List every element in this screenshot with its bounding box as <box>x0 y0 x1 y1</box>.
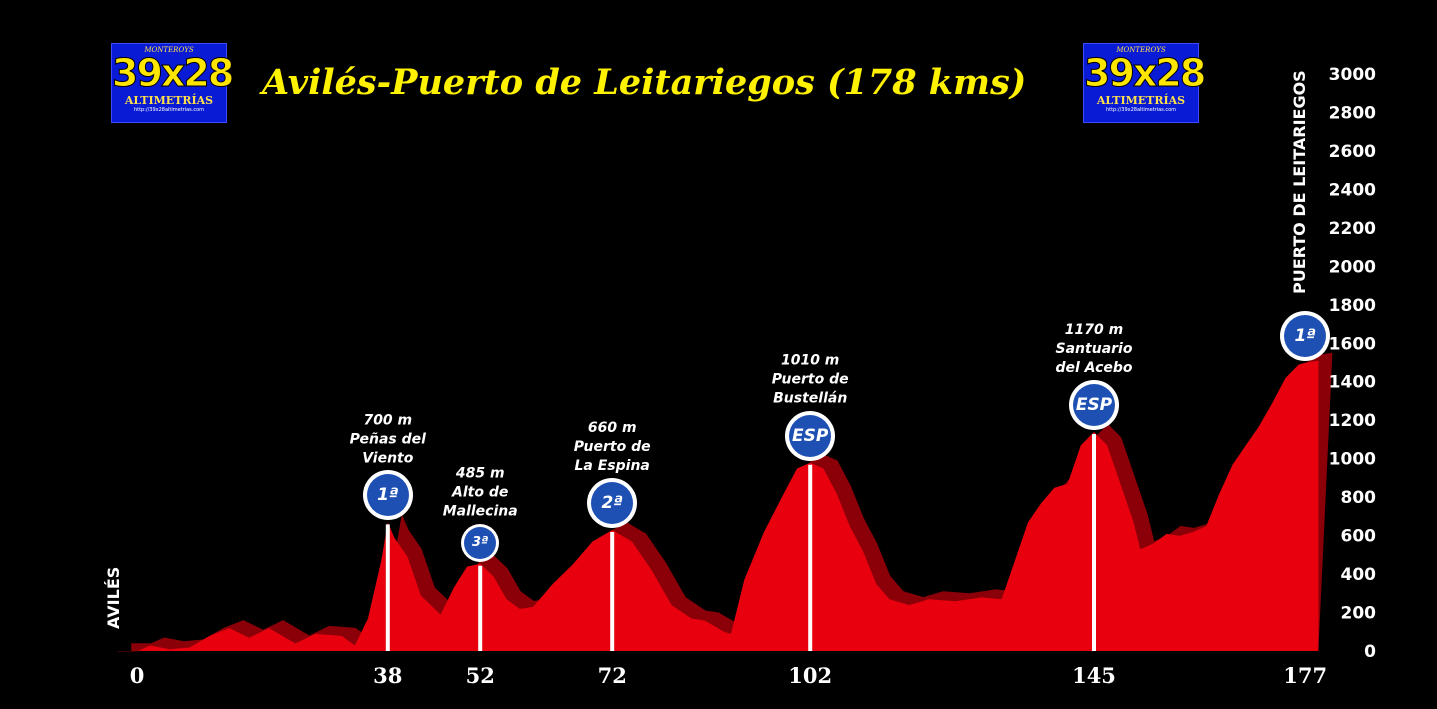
logo-url-text: http://39x28altimetrias.com <box>1105 107 1177 113</box>
y-tick-label: 2200 <box>1329 219 1376 239</box>
climb-category-icon: 2ª <box>587 478 638 529</box>
y-tick-label: 1600 <box>1329 334 1376 354</box>
climb-category-text: ESP <box>1073 383 1115 426</box>
logo-left: MONTEROYS 39x28 ALTIMETRÍAS http://39x28… <box>111 43 235 123</box>
end-label: PUERTO DE LEITARIEGOS <box>1290 70 1309 294</box>
x-tick-label: 177 <box>1283 663 1327 688</box>
climb-category-icon: 1ª <box>362 470 413 521</box>
climb-category-icon: ESP <box>1069 379 1119 430</box>
climb-label: 660 m <box>588 420 637 436</box>
y-tick-label: 1400 <box>1329 373 1376 393</box>
chart-title: Avilés-Puerto de Leitariegos (178 kms) <box>262 62 1027 103</box>
y-tick-label: 1000 <box>1329 450 1376 470</box>
y-tick-label: 800 <box>1341 488 1377 508</box>
y-tick-label: 200 <box>1341 604 1377 624</box>
climb-label: Alto de <box>451 485 508 501</box>
climb-category-text: 1ª <box>1284 314 1327 357</box>
x-tick-label: 0 <box>130 663 145 688</box>
climb-label: Puerto de <box>772 372 849 388</box>
y-tick-label: 2000 <box>1329 257 1376 277</box>
climb-label: 485 m <box>455 466 505 482</box>
climb-label: 1010 m <box>781 353 839 369</box>
y-tick-label: 400 <box>1341 565 1377 585</box>
climb-label: Puerto de <box>574 439 651 455</box>
y-tick-label: 1800 <box>1329 296 1376 316</box>
y-tick-label: 2800 <box>1329 103 1376 123</box>
climb-category-text: 2ª <box>591 482 634 525</box>
climb-label: Viento <box>362 450 414 466</box>
y-tick-label: 3000 <box>1329 65 1376 85</box>
x-tick-label: 38 <box>373 663 402 688</box>
start-label: AVILÉS <box>104 566 123 629</box>
logo-mid-text: ALTIMETRÍAS <box>1096 94 1186 107</box>
logo-mid-text: ALTIMETRÍAS <box>124 94 214 107</box>
climb-category-text: 3ª <box>464 526 497 559</box>
climb-category-text: ESP <box>789 414 832 457</box>
profile-area <box>117 360 1319 652</box>
climb-label: Mallecina <box>443 504 518 520</box>
climb-label: del Acebo <box>1055 360 1132 376</box>
y-tick-label: 1200 <box>1329 411 1376 431</box>
climb-label: La Espina <box>575 458 650 474</box>
climb-category-icon: 3ª <box>461 523 500 562</box>
logo-top-text: MONTEROYS <box>1116 46 1166 54</box>
climb-label: 1170 m <box>1065 322 1123 338</box>
logo-right: MONTEROYS 39x28 ALTIMETRÍAS http://39x28… <box>1083 43 1207 123</box>
x-tick-label: 145 <box>1072 663 1116 688</box>
y-tick-label: 600 <box>1341 527 1377 547</box>
logo-big-text: 39x28 <box>1084 51 1207 95</box>
y-tick-label: 2400 <box>1329 180 1376 200</box>
logo-big-text: 39x28 <box>112 51 235 95</box>
x-tick-label: 102 <box>788 663 832 688</box>
climb-category-text: 1ª <box>366 474 409 517</box>
y-tick-label: 2600 <box>1329 142 1376 162</box>
climb-category-icon: ESP <box>785 410 836 461</box>
logo-top-text: MONTEROYS <box>144 46 194 54</box>
climb-category-icon: 1ª <box>1280 310 1331 361</box>
logo-url-text: http://39x28altimetrias.com <box>133 107 205 113</box>
climb-label: Santuario <box>1056 341 1133 357</box>
climb-label: Peñas del <box>350 431 427 447</box>
climb-label: Bustellán <box>773 391 847 407</box>
y-tick-label: 0 <box>1364 642 1376 662</box>
x-tick-label: 72 <box>598 663 627 688</box>
climb-label: 700 m <box>363 412 412 428</box>
x-tick-label: 52 <box>466 663 495 688</box>
